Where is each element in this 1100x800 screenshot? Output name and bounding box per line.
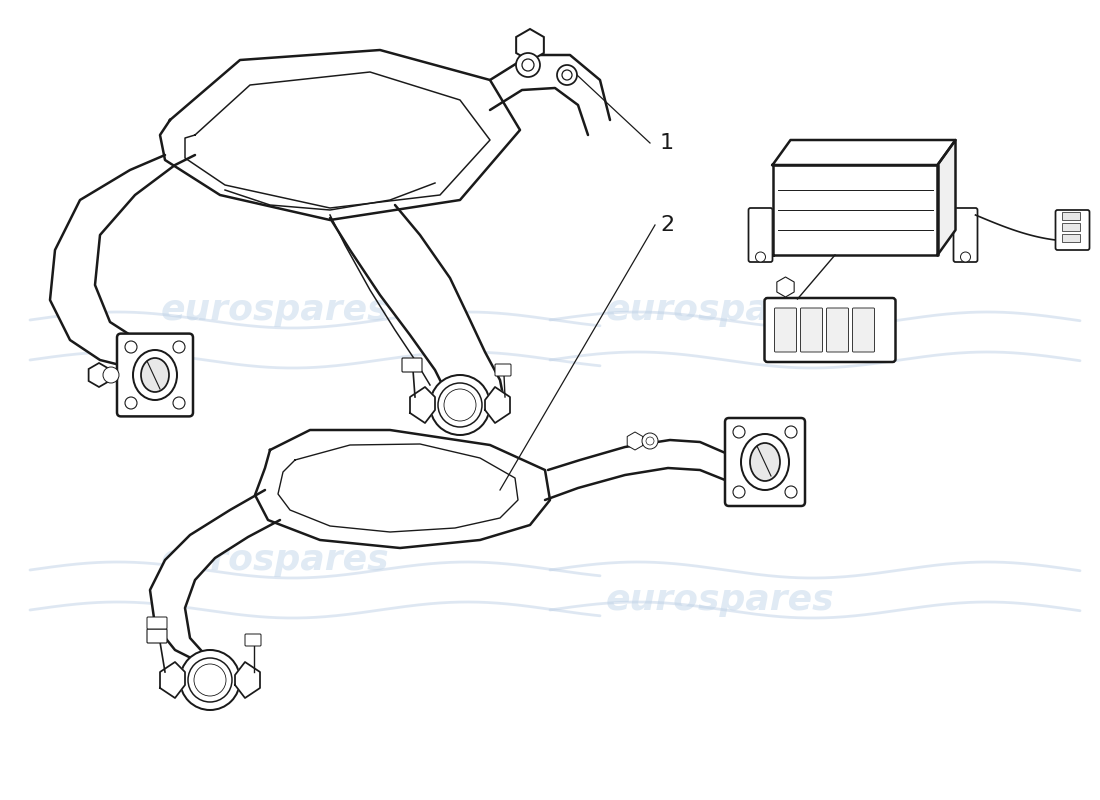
Text: eurospares: eurospares: [161, 293, 389, 327]
Polygon shape: [50, 155, 195, 370]
Circle shape: [785, 426, 798, 438]
FancyBboxPatch shape: [1056, 210, 1089, 250]
Circle shape: [173, 341, 185, 353]
Circle shape: [194, 664, 226, 696]
Circle shape: [562, 70, 572, 80]
Polygon shape: [772, 140, 956, 165]
Polygon shape: [410, 387, 435, 423]
Circle shape: [733, 486, 745, 498]
Text: 1: 1: [660, 133, 674, 153]
Ellipse shape: [741, 434, 789, 490]
Bar: [1062, 223, 1079, 231]
Circle shape: [960, 252, 970, 262]
Polygon shape: [485, 387, 510, 423]
Text: eurospares: eurospares: [161, 543, 389, 577]
FancyBboxPatch shape: [147, 629, 167, 643]
Bar: [1062, 212, 1079, 220]
FancyBboxPatch shape: [117, 334, 192, 416]
Polygon shape: [235, 662, 260, 698]
Circle shape: [103, 367, 119, 383]
Circle shape: [646, 437, 654, 445]
Ellipse shape: [141, 358, 169, 392]
Circle shape: [733, 426, 745, 438]
Circle shape: [516, 53, 540, 77]
Ellipse shape: [750, 443, 780, 481]
Text: 2: 2: [660, 215, 674, 235]
Circle shape: [444, 389, 476, 421]
Polygon shape: [150, 490, 280, 670]
FancyBboxPatch shape: [954, 208, 978, 262]
Polygon shape: [330, 205, 505, 405]
FancyBboxPatch shape: [495, 364, 512, 376]
Circle shape: [188, 658, 232, 702]
Text: eurospares: eurospares: [606, 583, 834, 617]
Polygon shape: [160, 662, 185, 698]
FancyBboxPatch shape: [764, 298, 895, 362]
Text: eurospares: eurospares: [606, 293, 834, 327]
FancyBboxPatch shape: [725, 418, 805, 506]
Polygon shape: [544, 440, 730, 500]
Circle shape: [125, 341, 138, 353]
Circle shape: [557, 65, 578, 85]
FancyBboxPatch shape: [245, 634, 261, 646]
Circle shape: [125, 397, 138, 409]
Bar: [1062, 234, 1079, 242]
Circle shape: [438, 383, 482, 427]
FancyBboxPatch shape: [826, 308, 848, 352]
Circle shape: [173, 397, 185, 409]
Ellipse shape: [133, 350, 177, 400]
Circle shape: [430, 375, 490, 435]
Polygon shape: [255, 430, 550, 548]
FancyBboxPatch shape: [402, 358, 422, 372]
Polygon shape: [490, 55, 610, 135]
Polygon shape: [160, 50, 520, 220]
Polygon shape: [772, 165, 937, 255]
Circle shape: [522, 59, 534, 71]
FancyBboxPatch shape: [801, 308, 823, 352]
FancyBboxPatch shape: [147, 617, 167, 629]
FancyBboxPatch shape: [774, 308, 796, 352]
FancyBboxPatch shape: [852, 308, 874, 352]
Circle shape: [642, 433, 658, 449]
Circle shape: [180, 650, 240, 710]
Circle shape: [785, 486, 798, 498]
Circle shape: [756, 252, 766, 262]
Polygon shape: [937, 140, 956, 255]
FancyBboxPatch shape: [748, 208, 772, 262]
